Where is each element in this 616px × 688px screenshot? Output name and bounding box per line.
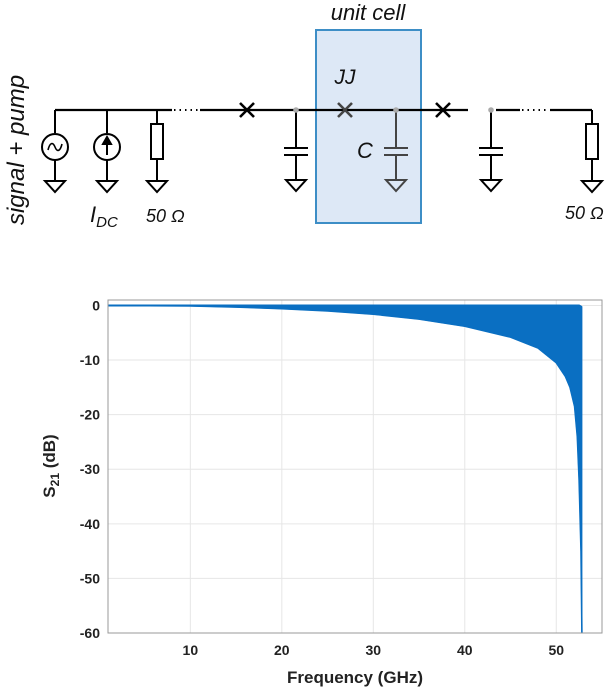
- signal-pump-label: signal + pump: [3, 75, 30, 225]
- y-axis-title-unit: (dB): [40, 434, 59, 473]
- dc-current-source: [93, 110, 121, 181]
- y-axis-title-sub: 21: [48, 473, 62, 487]
- cap-label: C: [357, 138, 373, 163]
- y-tick-label: -40: [80, 516, 100, 532]
- s21-upper-line: [108, 304, 583, 308]
- data-layer: [107, 304, 583, 634]
- capacitor-right: [478, 110, 504, 193]
- ground-icon: [42, 180, 68, 194]
- ground-icon: [144, 180, 170, 194]
- x-tick-label: 40: [457, 642, 473, 658]
- junction-icon: [239, 102, 255, 118]
- y-tick-label: -60: [80, 625, 100, 641]
- resistor-right-label: 50 Ω: [565, 203, 604, 223]
- unit-cell-box: [315, 29, 422, 224]
- tick-labels: 10 20 30 40 50 0 -10 -20 -30 -40 -50 -60: [80, 297, 564, 658]
- capacitor-left: [283, 110, 309, 193]
- y-axis-title-main: S: [40, 486, 59, 497]
- node-dot: [293, 107, 299, 113]
- ground-icon: [579, 180, 605, 194]
- plot-frame: [107, 299, 603, 634]
- unit-cell-label: unit cell: [331, 0, 407, 25]
- x-axis-title: Frequency (GHz): [287, 668, 423, 687]
- ground-icon: [94, 180, 120, 194]
- x-tick-label: 20: [274, 642, 290, 658]
- x-tick-label: 30: [366, 642, 382, 658]
- y-tick-label: -20: [80, 407, 100, 423]
- idc-main: I: [90, 202, 96, 227]
- y-tick-label: -10: [80, 352, 100, 368]
- y-axis-title: S21 (dB): [40, 434, 62, 497]
- x-tick-label: 10: [183, 642, 199, 658]
- s21-lower-line: [107, 304, 583, 634]
- idc-sub: DC: [96, 214, 118, 231]
- plot-area: [108, 300, 602, 633]
- node-dot: [393, 107, 399, 113]
- y-tick-label: 0: [92, 297, 100, 313]
- junction-icon: [435, 102, 451, 118]
- circuit-schematic: unit cell signal + pump: [3, 0, 605, 231]
- x-tick-label: 50: [548, 642, 564, 658]
- s21-plot: 10 20 30 40 50 0 -10 -20 -30 -40 -50 -60 Frequency …: [40, 297, 603, 687]
- resistor-left-label: 50 Ω: [146, 206, 185, 226]
- ac-source: [41, 110, 69, 181]
- capacitor-unit-cell: [383, 110, 409, 193]
- node-dot: [488, 107, 494, 113]
- y-tick-label: -50: [80, 570, 100, 586]
- jj-label: JJ: [334, 66, 357, 89]
- y-tick-label: -30: [80, 461, 100, 477]
- idc-label: IDC: [90, 202, 118, 231]
- junction-icon-unit-cell: [337, 102, 353, 118]
- resistor-right: [585, 110, 599, 181]
- resistor-left: [150, 110, 164, 181]
